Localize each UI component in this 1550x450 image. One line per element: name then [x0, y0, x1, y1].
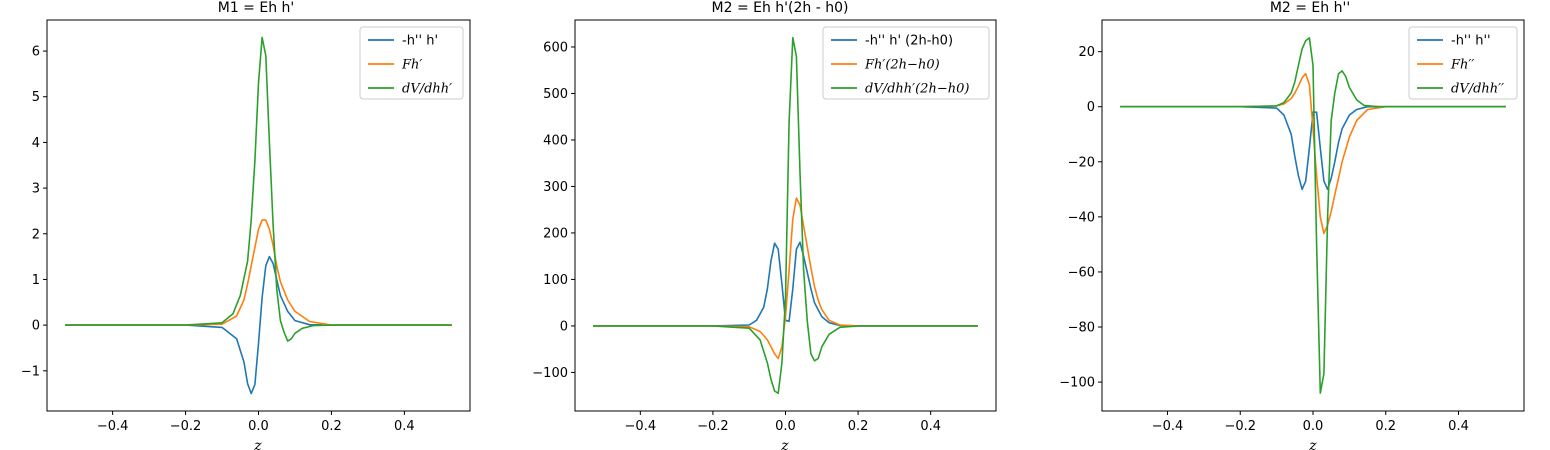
y-tick-label: 4: [32, 136, 40, 151]
y-tick-label: 3: [32, 182, 40, 197]
ticks-group: −0.4 −0.2 0.0 0.2 0.4 −100 0 100 200 300 400 500 600: [532, 40, 941, 434]
x-tick-label: −0.2: [1224, 419, 1256, 434]
series-line-1: [593, 241, 978, 327]
series-group: [593, 36, 978, 395]
series-line-3: [1120, 37, 1506, 394]
y-tick-label: −1: [21, 364, 40, 379]
legend: -h'' h' Fh′ dV/dhh′: [359, 26, 464, 100]
series-group: [1120, 37, 1506, 394]
y-tick-label: −100: [532, 366, 568, 381]
y-tick-label: 2: [32, 227, 40, 242]
x-axis-label: z: [1308, 438, 1317, 450]
legend-box: [822, 26, 990, 100]
ticks-group: −0.4 −0.2 0.0 0.2 0.4 −100 −80 −60 −40 −20 0 20: [1059, 45, 1469, 434]
x-tick-label: 0.2: [321, 419, 342, 434]
legend-box: [1408, 26, 1518, 100]
series-line-1: [65, 255, 452, 395]
series-line-3: [65, 36, 452, 342]
series-line-2: [1120, 72, 1506, 235]
x-tick-label: 0.0: [775, 419, 796, 434]
y-tick-label: 100: [543, 273, 568, 288]
y-tick-label: 600: [543, 40, 568, 55]
series-group: [65, 36, 452, 395]
x-tick-label: −0.4: [97, 419, 129, 434]
legend-label: dV/dhh′(2h−h0): [865, 82, 969, 97]
chart-panel-3: M2 = Eh h'' −0.4 −0.2 0.0 0.2 0.4−100−80−60−…: [1059, 0, 1525, 450]
y-tick-label: −100: [1059, 376, 1095, 391]
legend-box: [359, 26, 464, 100]
x-tick-label: −0.2: [170, 419, 202, 434]
axes-frame: [46, 19, 471, 412]
axes-frame: [574, 19, 997, 412]
y-tick-label: 0: [32, 319, 40, 334]
y-tick-label: 5: [32, 90, 40, 105]
series-line-2: [65, 219, 452, 326]
x-tick-label: 0.4: [1448, 419, 1469, 434]
ticks-group: −0.4 −0.2 0.0 0.2 0.4 −1 0 1 2 3 4 5 6: [21, 45, 415, 434]
y-tick-label: 1: [32, 273, 40, 288]
y-tick-label: 400: [543, 133, 568, 148]
x-tick-label: 0.0: [1303, 419, 1324, 434]
y-tick-label: −20: [1068, 155, 1095, 170]
x-tick-label: −0.2: [697, 419, 729, 434]
legend-label: Fh′: [401, 58, 422, 73]
legend-label: -h'' h' (2h-h0): [865, 34, 953, 49]
legend-label: dV/dhh′′: [1451, 82, 1504, 97]
legend-label: -h'' h': [402, 34, 438, 49]
y-tick-label: 0: [560, 319, 568, 334]
x-tick-label: −0.4: [1152, 419, 1184, 434]
chart-title: M2 = Eh h'(2h - h0): [712, 0, 849, 16]
series-line-2: [593, 197, 978, 360]
x-tick-label: 0.2: [848, 419, 869, 434]
chart-panel-2: M2 = Eh h'(2h - h0) −0.4 −0.2 0.0 0.2 0.4 −10…: [532, 0, 997, 450]
x-tick-label: 0.0: [248, 419, 269, 434]
chart-title: M2 = Eh h'': [1270, 0, 1350, 16]
series-line-1: [1120, 105, 1506, 191]
y-tick-label: 20: [1078, 45, 1095, 60]
x-tick-label: 0.2: [1375, 419, 1396, 434]
legend-label: -h'' h'': [1451, 34, 1491, 49]
legend: -h'' h'' Fh′′ dV/dhh′′: [1408, 26, 1518, 100]
legend-label: Fh′′: [1450, 58, 1474, 73]
y-tick-label: −80: [1068, 321, 1095, 336]
legend-label: Fh′(2h−h0): [864, 58, 940, 73]
chart-title: M1 = Eh h': [218, 0, 295, 16]
y-tick-label: 6: [32, 45, 40, 60]
x-tick-label: 0.4: [920, 419, 941, 434]
y-tick-label: −40: [1068, 210, 1095, 225]
y-tick-label: −60: [1068, 265, 1095, 280]
axes-frame: [1101, 19, 1525, 412]
legend-label: dV/dhh′: [402, 82, 452, 97]
legend: -h'' h' (2h-h0) Fh′(2h−h0) dV/dhh′(2h−h0): [822, 26, 990, 100]
y-tick-label: 300: [543, 180, 568, 195]
x-tick-label: −0.4: [625, 419, 657, 434]
y-tick-label: 500: [543, 87, 568, 102]
x-axis-label: z: [780, 438, 789, 450]
x-tick-label: 0.4: [394, 419, 415, 434]
y-tick-label: 200: [543, 226, 568, 241]
x-axis-label: z: [253, 438, 262, 450]
series-line-3: [593, 36, 978, 395]
y-tick-label: 0: [1087, 100, 1095, 115]
